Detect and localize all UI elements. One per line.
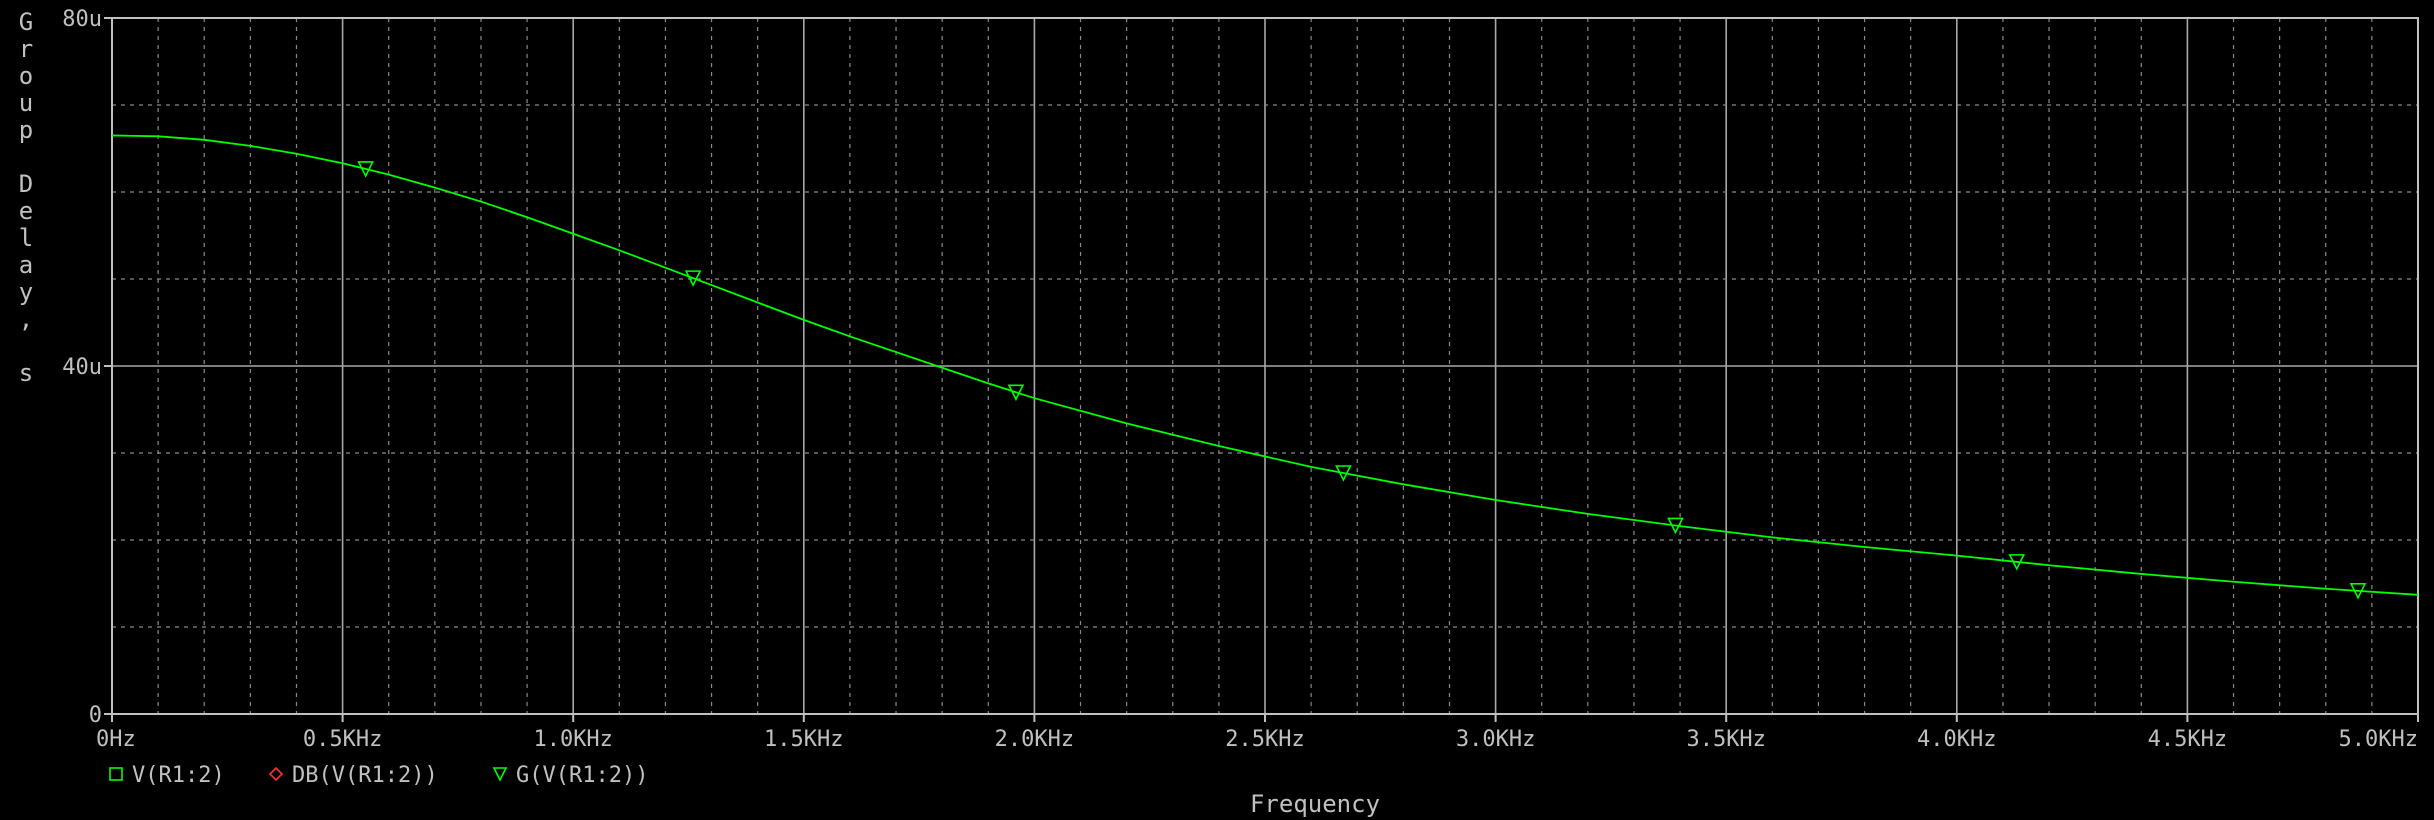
x-tick-label: 3.5KHz — [1686, 727, 1765, 752]
legend-label: V(R1:2) — [132, 763, 225, 788]
y-axis-title-char: y — [19, 278, 33, 306]
legend-marker-square — [109, 767, 123, 781]
y-axis-title-char: s — [19, 359, 33, 387]
legend-marker-triangle — [492, 767, 508, 782]
x-tick-label: 4.0KHz — [1917, 727, 1996, 752]
series-marker-triangle — [1335, 465, 1352, 482]
x-tick-label: 2.0KHz — [995, 727, 1074, 752]
y-tick-label: 0 — [89, 703, 102, 728]
y-axis-title-char: G — [19, 8, 33, 36]
legend-label: G(V(R1:2)) — [516, 763, 648, 788]
series-marker-triangle — [2008, 554, 2026, 571]
series-marker-triangle — [357, 161, 374, 178]
series-marker-triangle — [684, 270, 702, 287]
y-axis-title-char: l — [19, 224, 33, 252]
x-axis-title: Frequency — [1250, 790, 1380, 818]
y-tick-label: 80u — [62, 7, 102, 32]
y-axis-ticks: 0 40u 80u — [62, 7, 112, 728]
x-tick-label: 0.5KHz — [303, 727, 382, 752]
y-axis-title-char: r — [19, 35, 33, 63]
legend-marker-diamond — [268, 766, 284, 782]
y-axis-title-char: o — [19, 62, 33, 90]
y-axis-title-char: e — [19, 197, 33, 225]
x-tick-label: 1.0KHz — [533, 727, 612, 752]
x-tick-label: 4.5KHz — [2148, 727, 2227, 752]
grid — [112, 18, 2418, 714]
y-axis-title-char: D — [19, 170, 33, 198]
series-marker-triangle — [1667, 517, 1684, 535]
series-marker-triangle — [1007, 384, 1025, 402]
x-tick-label: 5.0KHz — [2339, 727, 2418, 752]
x-tick-label: 1.5KHz — [764, 727, 843, 752]
series-marker-triangle — [2349, 583, 2367, 600]
legend: V(R1:2) DB(V(R1:2)) G(V(R1:2)) — [109, 763, 648, 788]
legend-label: DB(V(R1:2)) — [292, 763, 438, 788]
x-tick-label: 0Hz — [96, 727, 136, 752]
x-tick-label: 3.0KHz — [1456, 727, 1535, 752]
series-line-g-v-r1-2 — [111, 134, 2419, 596]
series-layer — [111, 134, 2419, 600]
y-axis-title-char: u — [19, 89, 33, 117]
y-tick-label: 40u — [62, 355, 102, 380]
y-axis-title-char: a — [19, 251, 33, 279]
y-axis-title-char: , — [19, 305, 33, 333]
x-axis-ticks: 0Hz 0.5KHz 1.0KHz 1.5KHz 2.0KHz 2.5KHz 3.0KHz 3… — [96, 714, 2419, 752]
x-tick-label: 2.5KHz — [1225, 727, 1304, 752]
y-axis-title-char: p — [19, 116, 33, 144]
